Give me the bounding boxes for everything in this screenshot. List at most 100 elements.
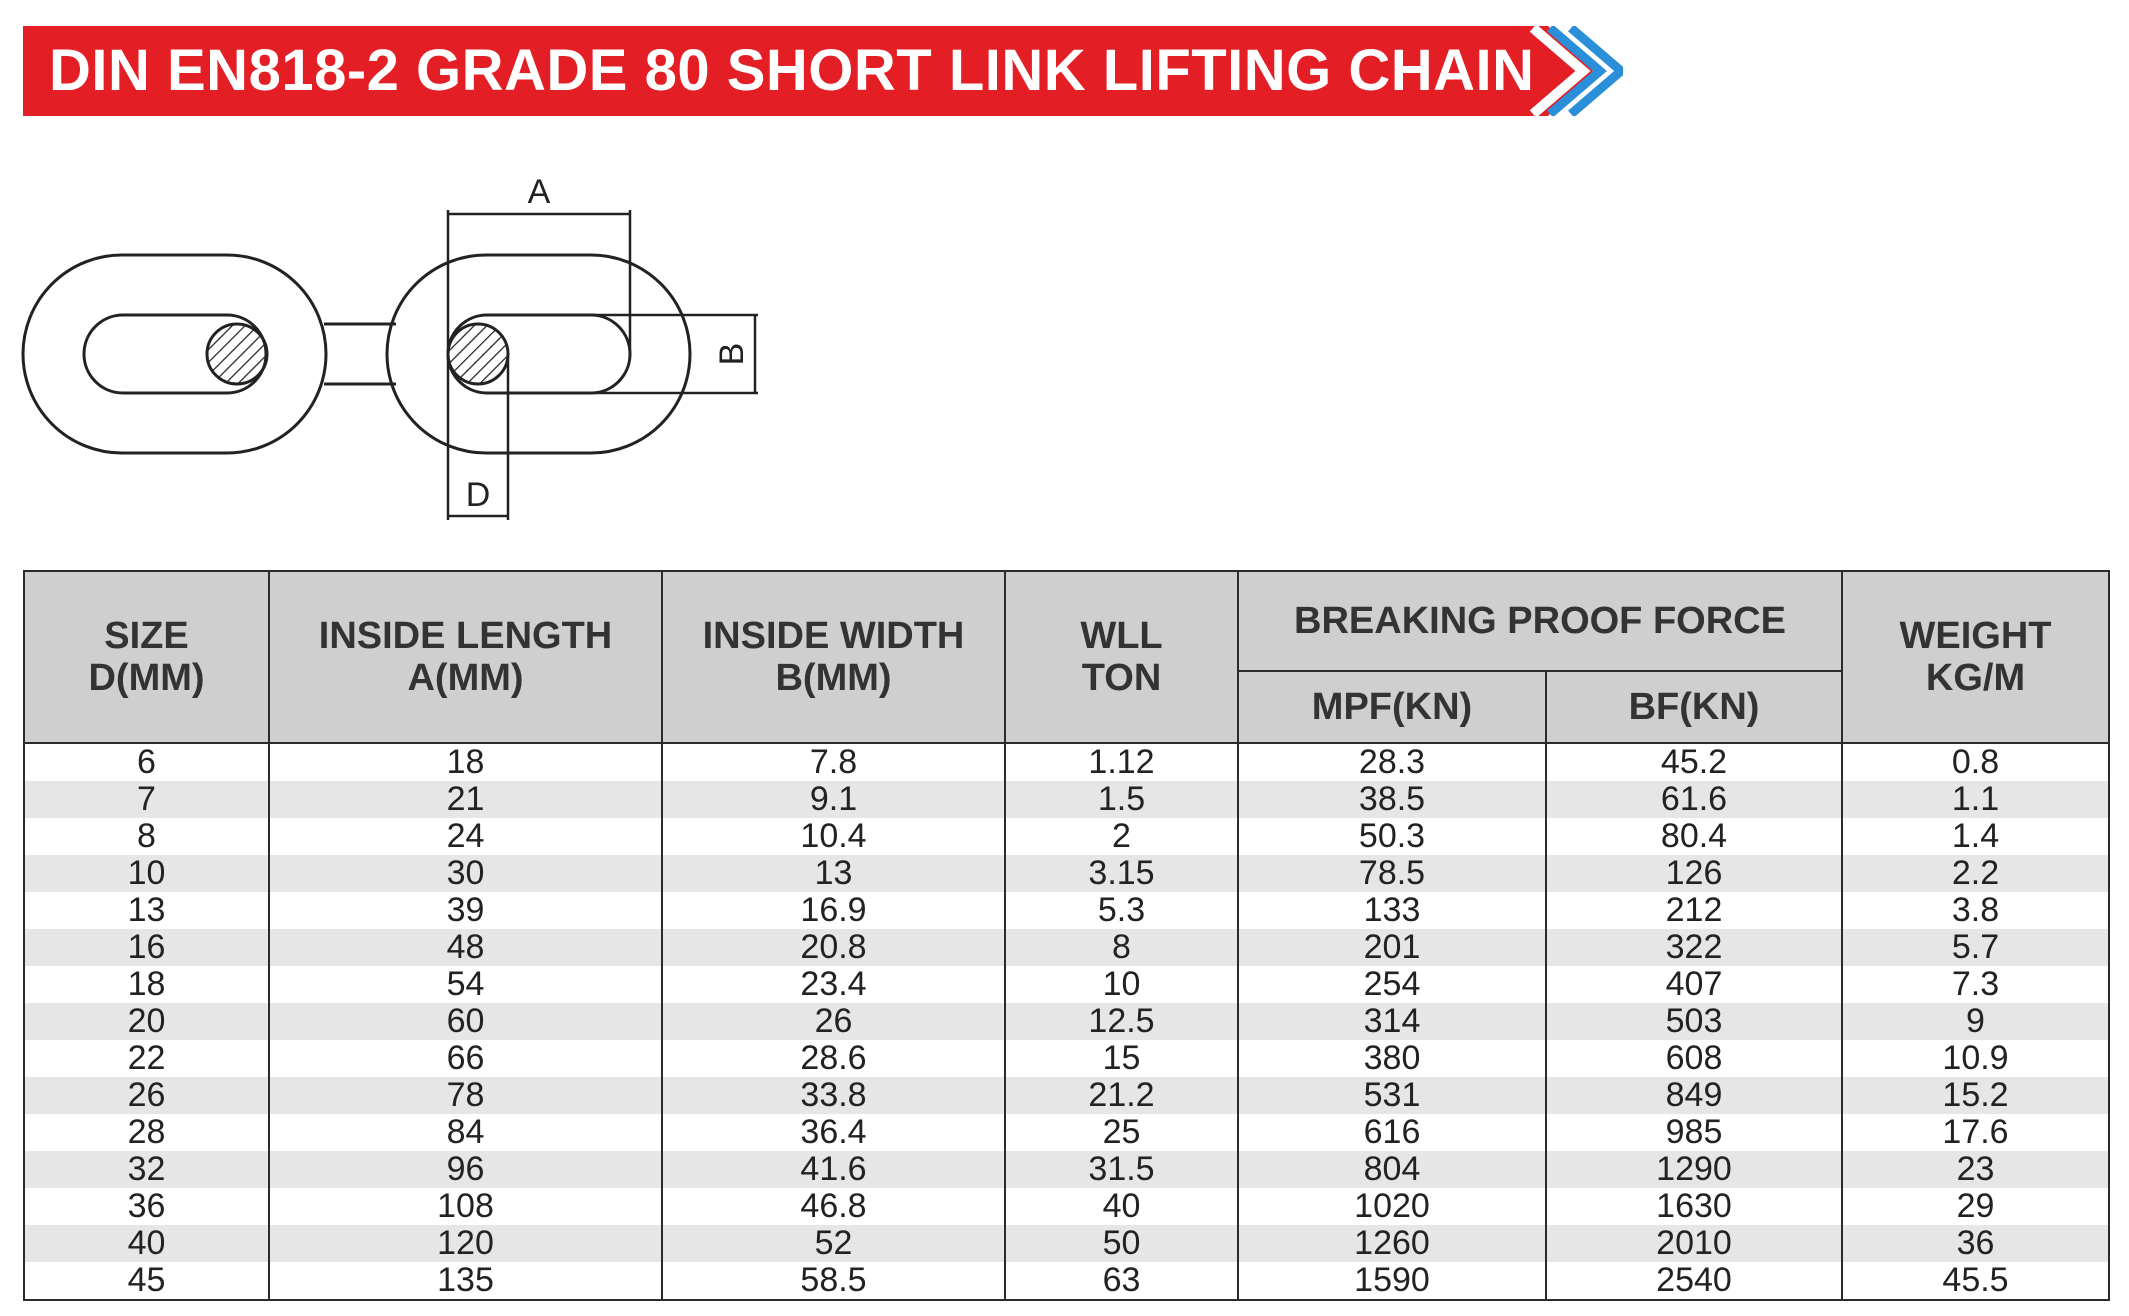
table-cell: 21.2 bbox=[1004, 1077, 1239, 1114]
table-cell: 17.6 bbox=[1841, 1114, 2110, 1151]
table-cell: 23 bbox=[1841, 1151, 2110, 1188]
table-cell: 36.4 bbox=[661, 1114, 1006, 1151]
table-row: 32 96 41.6 31.5 804 1290 23 bbox=[23, 1151, 2110, 1188]
table-cell: 40 bbox=[23, 1225, 270, 1262]
header-size: SIZE D(MM) bbox=[23, 570, 270, 744]
table-cell: 608 bbox=[1545, 1040, 1843, 1077]
table-cell: 1.4 bbox=[1841, 818, 2110, 855]
header-label: KG/M bbox=[1925, 657, 2026, 699]
table-cell: 10.4 bbox=[661, 818, 1006, 855]
table-cell: 135 bbox=[268, 1262, 663, 1300]
chain-diagram: A B D bbox=[21, 173, 758, 520]
table-cell: 25 bbox=[1004, 1114, 1239, 1151]
table-cell: 38.5 bbox=[1237, 781, 1547, 818]
header-label: INSIDE WIDTH bbox=[702, 615, 965, 657]
table-cell: 9 bbox=[1841, 1003, 2110, 1040]
table-cell: 40 bbox=[1004, 1188, 1239, 1225]
header-wll: WLL TON bbox=[1004, 570, 1239, 744]
table-cell: 78.5 bbox=[1237, 855, 1547, 892]
table-cell: 60 bbox=[268, 1003, 663, 1040]
table-cell: 380 bbox=[1237, 1040, 1547, 1077]
table-row: 45 135 58.5 63 1590 2540 45.5 bbox=[23, 1262, 2110, 1300]
header-label: B(MM) bbox=[775, 657, 892, 699]
table-cell: 18 bbox=[268, 743, 663, 781]
table-cell: 22 bbox=[23, 1040, 270, 1077]
table-cell: 120 bbox=[268, 1225, 663, 1262]
table-cell: 212 bbox=[1545, 892, 1843, 929]
table-cell: 13 bbox=[661, 855, 1006, 892]
dimension-b bbox=[578, 313, 758, 395]
label-b: B bbox=[713, 343, 751, 366]
header-label: D(MM) bbox=[88, 657, 205, 699]
left-link bbox=[21, 253, 328, 455]
table-row: 16 48 20.8 8 201 322 5.7 bbox=[23, 929, 2110, 966]
table-cell: 201 bbox=[1237, 929, 1547, 966]
table-cell: 21 bbox=[268, 781, 663, 818]
table-cell: 41.6 bbox=[661, 1151, 1006, 1188]
header-label: A(MM) bbox=[407, 657, 524, 699]
table-cell: 322 bbox=[1545, 929, 1843, 966]
table-cell: 1.12 bbox=[1004, 743, 1239, 781]
table-cell: 24 bbox=[268, 818, 663, 855]
wire-section-left bbox=[205, 322, 269, 386]
table-cell: 46.8 bbox=[661, 1188, 1006, 1225]
table-cell: 10 bbox=[23, 855, 270, 892]
table-cell: 8 bbox=[23, 818, 270, 855]
table-row: 6 18 7.8 1.12 28.3 45.2 0.8 bbox=[23, 743, 2110, 781]
header-bf: BF(KN) bbox=[1545, 670, 1843, 744]
table-cell: 20 bbox=[23, 1003, 270, 1040]
table-cell: 3.15 bbox=[1004, 855, 1239, 892]
table-cell: 314 bbox=[1237, 1003, 1547, 1040]
right-link bbox=[385, 253, 692, 455]
table-cell: 20.8 bbox=[661, 929, 1006, 966]
table-cell: 13 bbox=[23, 892, 270, 929]
table-cell: 61.6 bbox=[1545, 781, 1843, 818]
table-cell: 39 bbox=[268, 892, 663, 929]
table-cell: 30 bbox=[268, 855, 663, 892]
table-cell: 36 bbox=[1841, 1225, 2110, 1262]
table-cell: 10.9 bbox=[1841, 1040, 2110, 1077]
table-cell: 133 bbox=[1237, 892, 1547, 929]
table-row: 10 30 13 3.15 78.5 126 2.2 bbox=[23, 855, 2110, 892]
table-row: 13 39 16.9 5.3 133 212 3.8 bbox=[23, 892, 2110, 929]
table-cell: 16.9 bbox=[661, 892, 1006, 929]
table-cell: 108 bbox=[268, 1188, 663, 1225]
table-cell: 16 bbox=[23, 929, 270, 966]
dimension-d bbox=[446, 354, 510, 520]
table-cell: 804 bbox=[1237, 1151, 1547, 1188]
label-d: D bbox=[466, 476, 491, 514]
table-cell: 0.8 bbox=[1841, 743, 2110, 781]
header-label: SIZE bbox=[104, 615, 189, 657]
table-cell: 407 bbox=[1545, 966, 1843, 1003]
dimension-a bbox=[446, 210, 632, 354]
table-cell: 96 bbox=[268, 1151, 663, 1188]
wire-section-right bbox=[446, 322, 510, 386]
table-row: 36 108 46.8 40 1020 1630 29 bbox=[23, 1188, 2110, 1225]
table-cell: 1260 bbox=[1237, 1225, 1547, 1262]
table-cell: 58.5 bbox=[661, 1262, 1006, 1300]
table-cell: 849 bbox=[1545, 1077, 1843, 1114]
table-cell: 985 bbox=[1545, 1114, 1843, 1151]
table-cell: 1590 bbox=[1237, 1262, 1547, 1300]
table-row: 8 24 10.4 2 50.3 80.4 1.4 bbox=[23, 818, 2110, 855]
table-cell: 28 bbox=[23, 1114, 270, 1151]
table-cell: 2 bbox=[1004, 818, 1239, 855]
table-row: 28 84 36.4 25 616 985 17.6 bbox=[23, 1114, 2110, 1151]
title-banner: DIN EN818-2 GRADE 80 SHORT LINK LIFTING … bbox=[23, 26, 1623, 116]
table-cell: 36 bbox=[23, 1188, 270, 1225]
table-cell: 6 bbox=[23, 743, 270, 781]
table-cell: 2010 bbox=[1545, 1225, 1843, 1262]
table-cell: 54 bbox=[268, 966, 663, 1003]
table-cell: 8 bbox=[1004, 929, 1239, 966]
table-row: 7 21 9.1 1.5 38.5 61.6 1.1 bbox=[23, 781, 2110, 818]
table-cell: 28.3 bbox=[1237, 743, 1547, 781]
table-row: 40 120 52 50 1260 2010 36 bbox=[23, 1225, 2110, 1262]
table-row: 26 78 33.8 21.2 531 849 15.2 bbox=[23, 1077, 2110, 1114]
table-cell: 1630 bbox=[1545, 1188, 1843, 1225]
header-label: INSIDE LENGTH bbox=[318, 615, 613, 657]
table-cell: 12.5 bbox=[1004, 1003, 1239, 1040]
table-cell: 26 bbox=[661, 1003, 1006, 1040]
table-cell: 9.1 bbox=[661, 781, 1006, 818]
table-cell: 45.2 bbox=[1545, 743, 1843, 781]
table-cell: 80.4 bbox=[1545, 818, 1843, 855]
